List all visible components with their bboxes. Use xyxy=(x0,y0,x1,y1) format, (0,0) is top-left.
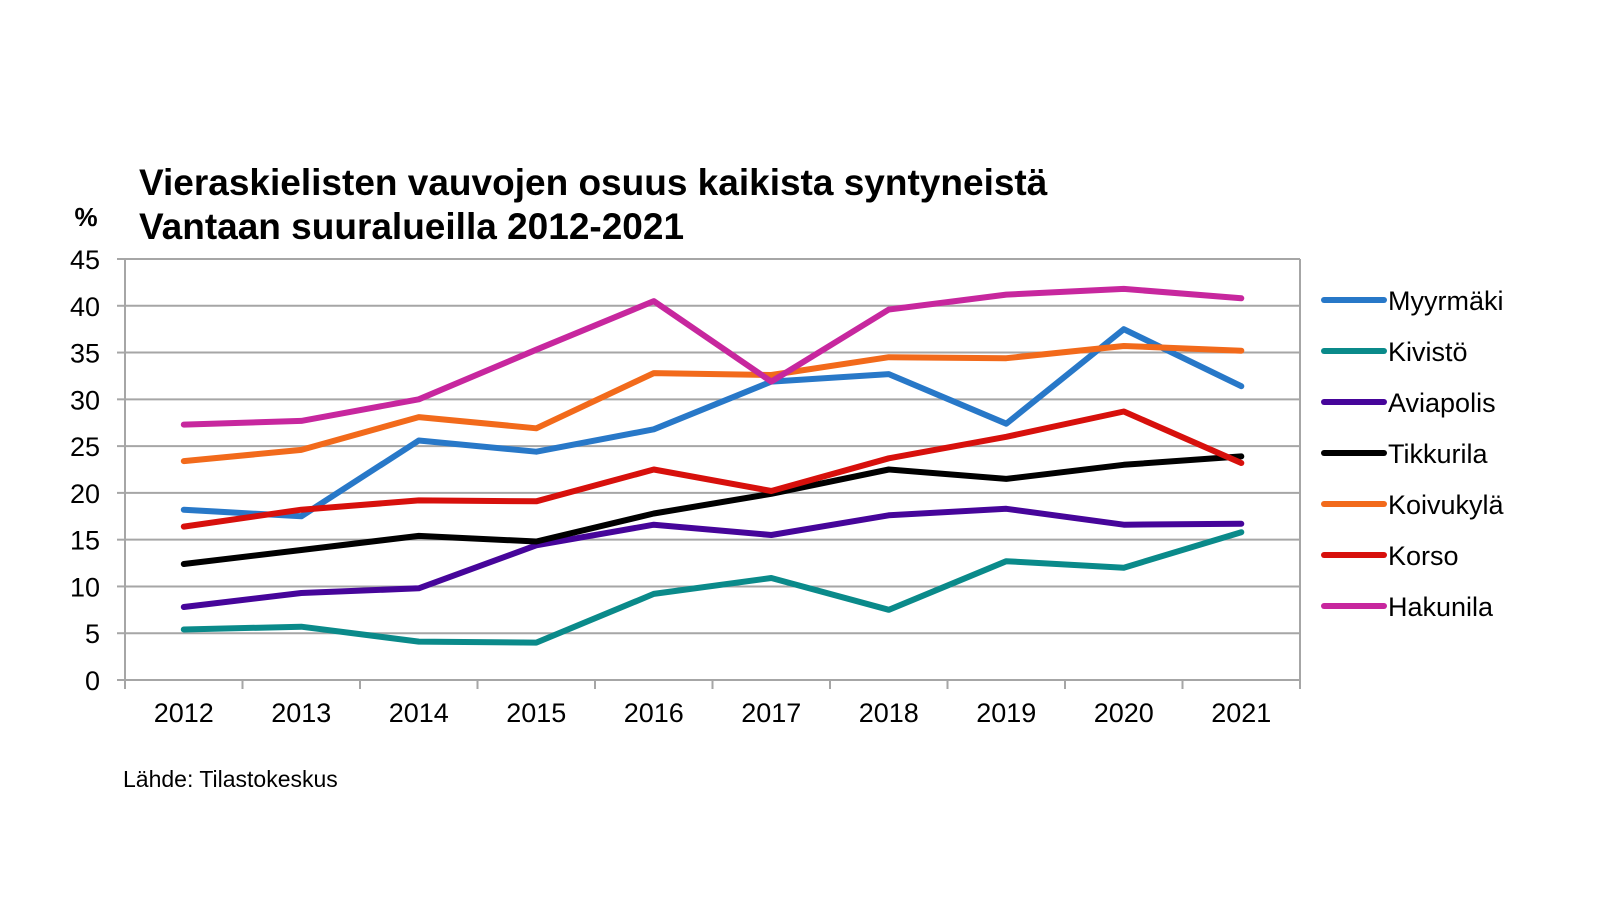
y-tick-label: 40 xyxy=(70,292,100,322)
gridlines xyxy=(124,258,1301,681)
series-line-korso xyxy=(180,408,1245,530)
series-korso xyxy=(180,408,1245,530)
series-line-aviapolis xyxy=(180,505,1245,610)
legend-item-tikkurila: Tikkurila xyxy=(1321,439,1488,469)
legend-item-koivukyla: Koivukylä xyxy=(1321,490,1505,520)
x-tick-label: 2018 xyxy=(859,698,919,728)
series-line-hakunila xyxy=(180,285,1245,428)
x-tick-label: 2012 xyxy=(154,698,214,728)
legend-item-aviapolis: Aviapolis xyxy=(1321,388,1496,418)
series-line-kivisto xyxy=(180,529,1245,646)
x-tick-label: 2014 xyxy=(389,698,449,728)
series-line-myyrmaki xyxy=(180,326,1245,520)
legend-label: Myyrmäki xyxy=(1388,286,1504,316)
y-tick-label: 5 xyxy=(85,619,100,649)
series-hakunila xyxy=(180,285,1245,428)
chart-title-line-2: Vantaan suuralueilla 2012-2021 xyxy=(139,206,684,247)
legend-item-hakunila: Hakunila xyxy=(1321,592,1494,622)
plot-frame xyxy=(124,259,1301,681)
y-tick-label: 35 xyxy=(70,339,100,369)
legend-item-myyrmaki: Myyrmäki xyxy=(1321,286,1504,316)
y-axis-unit-label: % xyxy=(74,202,97,232)
x-axis-ticks: 2012 2013 2014 2015 2016 2017 2018 2019 2020 2021 xyxy=(124,680,1301,728)
legend-label: Tikkurila xyxy=(1388,439,1488,469)
y-tick-label: 15 xyxy=(70,526,100,556)
x-tick-label: 2013 xyxy=(271,698,331,728)
legend-label: Kivistö xyxy=(1388,337,1468,367)
y-tick-label: 25 xyxy=(70,432,100,462)
x-tick-label: 2017 xyxy=(741,698,801,728)
series-aviapolis xyxy=(180,505,1245,610)
series-lines xyxy=(180,285,1245,646)
x-tick-label: 2019 xyxy=(976,698,1036,728)
y-tick-label: 45 xyxy=(70,245,100,275)
series-kivisto xyxy=(180,529,1245,646)
legend-label: Korso xyxy=(1388,541,1459,571)
x-tick-label: 2021 xyxy=(1211,698,1271,728)
y-tick-label: 30 xyxy=(70,385,100,415)
chart-title: Vieraskielisten vauvojen osuus kaikista … xyxy=(139,162,1048,247)
chart-title-line-1: Vieraskielisten vauvojen osuus kaikista … xyxy=(139,162,1048,203)
y-tick-label: 0 xyxy=(85,666,100,696)
legend-label: Koivukylä xyxy=(1388,490,1505,520)
y-tick-label: 20 xyxy=(70,479,100,509)
series-line-koivukyla xyxy=(180,343,1245,465)
x-tick-label: 2015 xyxy=(506,698,566,728)
series-koivukyla xyxy=(180,343,1245,465)
legend-label: Aviapolis xyxy=(1388,388,1496,418)
legend-item-korso: Korso xyxy=(1321,541,1459,571)
series-line-tikkurila xyxy=(180,453,1245,567)
y-tick-label: 10 xyxy=(70,572,100,602)
y-axis-ticks: 0 5 10 15 20 25 30 35 40 45 xyxy=(70,245,125,696)
legend: Myyrmäki Kivistö Aviapolis Tikkurila Koivuky… xyxy=(1321,286,1505,622)
x-tick-label: 2020 xyxy=(1094,698,1154,728)
x-tick-label: 2016 xyxy=(624,698,684,728)
legend-label: Hakunila xyxy=(1388,592,1494,622)
legend-item-kivisto: Kivistö xyxy=(1321,337,1468,367)
source-note: Lähde: Tilastokeskus xyxy=(123,766,338,792)
series-tikkurila xyxy=(180,453,1245,567)
